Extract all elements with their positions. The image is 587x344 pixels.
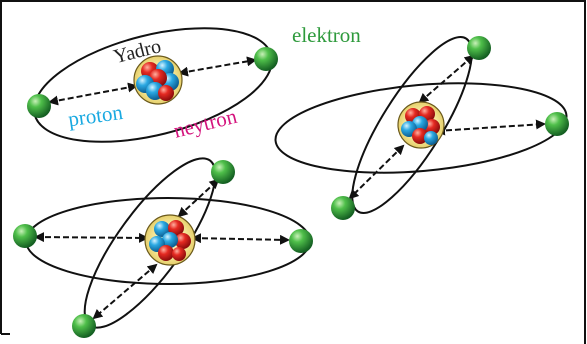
electron-label: elektron (292, 23, 361, 47)
distance-arrow (418, 54, 475, 104)
nucleus (144, 214, 196, 266)
electron (467, 36, 491, 60)
atom-model-2 (274, 36, 569, 220)
electron (211, 160, 235, 184)
neutron-label: neytron (171, 104, 240, 143)
electron (331, 196, 355, 220)
distance-arrow (348, 144, 405, 200)
electron (545, 112, 569, 136)
atom-model-1 (27, 27, 278, 143)
distance-arrow (435, 119, 546, 136)
orbit-ellipse (274, 82, 568, 174)
electron (72, 314, 96, 338)
electron (254, 47, 278, 71)
distance-arrow (191, 233, 290, 245)
atom-model-3 (13, 157, 313, 338)
distance-arrow (178, 56, 257, 77)
nucleus (133, 55, 183, 105)
distance-arrow (34, 232, 149, 243)
proton-label: proton (67, 100, 125, 131)
distance-arrow (48, 82, 138, 106)
electron (13, 224, 37, 248)
electron (289, 229, 313, 253)
electron (27, 94, 51, 118)
nucleus (397, 101, 445, 149)
distance-arrow (92, 263, 158, 320)
